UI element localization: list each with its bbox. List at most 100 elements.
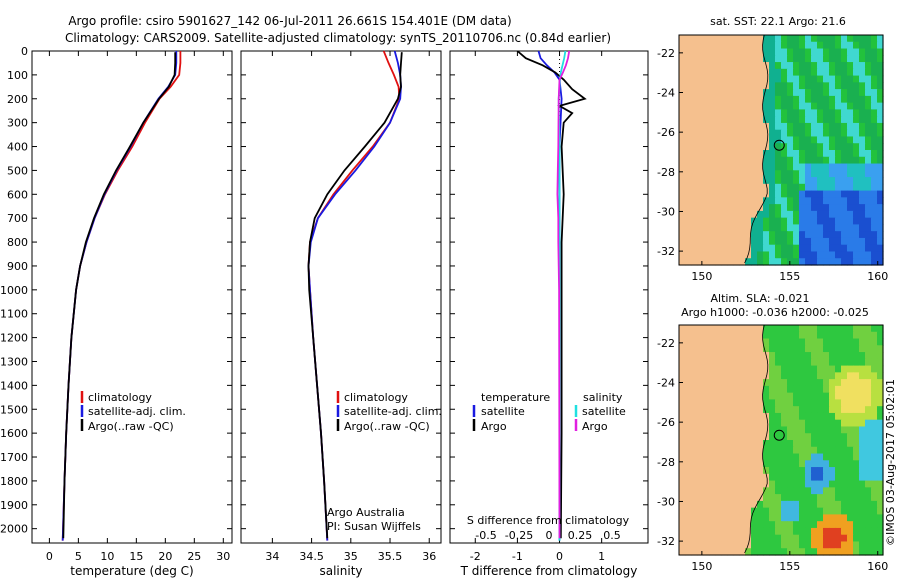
map-cell (703, 190, 710, 198)
map-cell (769, 534, 776, 543)
map-cell (781, 406, 788, 414)
map-cell (793, 62, 800, 70)
map-cell (679, 514, 686, 522)
map-cell (745, 460, 752, 468)
map-cell (679, 35, 686, 43)
map-cell (871, 95, 878, 104)
map-cell (853, 460, 860, 468)
map-cell (733, 433, 740, 441)
map-cell (721, 177, 728, 185)
map-cell (847, 399, 854, 407)
map-cell (835, 534, 842, 543)
map-cell (835, 473, 842, 482)
map-cell (769, 183, 776, 192)
map-cell (811, 500, 818, 509)
map-cell (805, 480, 812, 488)
map-cell (739, 68, 746, 77)
map-cell (799, 217, 806, 226)
y-tick-label: 400 (7, 141, 28, 154)
map-cell (745, 352, 752, 360)
map-cell (787, 338, 794, 346)
map-cell (841, 331, 848, 340)
map-cell (805, 35, 812, 43)
map-cell (799, 331, 806, 340)
map-cell (757, 224, 764, 232)
map-cell (829, 183, 836, 192)
map-cell (775, 163, 782, 171)
map-cell (841, 170, 848, 178)
map-cell (793, 514, 800, 522)
map-cell (739, 150, 746, 158)
y-tick-label: -22 (657, 337, 675, 350)
map-cell (745, 385, 752, 394)
map-cell (817, 331, 824, 340)
map-cell (841, 143, 848, 151)
map-cell (715, 163, 722, 171)
map-cell (859, 210, 866, 219)
map-cell (685, 258, 692, 266)
map-cell (715, 210, 722, 219)
map-cell (763, 338, 770, 346)
map-cell (739, 62, 746, 70)
map-cell (751, 136, 758, 144)
map-cell (805, 521, 812, 529)
map-cell (841, 41, 848, 50)
map-cell (823, 197, 830, 205)
map-cell (877, 258, 884, 266)
map-cell (721, 136, 728, 144)
map-cell (799, 89, 806, 97)
map-cell (769, 473, 776, 482)
map-cell (691, 433, 698, 441)
map-cell (685, 419, 692, 428)
map-cell (835, 95, 842, 104)
map-cell (817, 68, 824, 77)
map-cell (679, 48, 686, 56)
map-cell (709, 352, 716, 360)
map-cell (721, 534, 728, 543)
sst-map-title: sat. SST: 22.1 Argo: 21.6 (710, 15, 846, 28)
map-cell (715, 116, 722, 124)
map-cell (697, 487, 704, 495)
map-cell (733, 190, 740, 198)
map-cell (859, 372, 866, 380)
map-cell (775, 440, 782, 448)
map-cell (775, 338, 782, 346)
map-cell (805, 89, 812, 97)
map-cell (847, 358, 854, 367)
map-cell (751, 345, 758, 353)
map-cell (721, 82, 728, 90)
map-cell (853, 224, 860, 232)
map-cell (823, 102, 830, 111)
map-cell (859, 231, 866, 239)
map-cell (781, 352, 788, 360)
map-cell (781, 392, 788, 401)
map-cell (877, 440, 884, 448)
map-cell (697, 190, 704, 198)
map-cell (793, 487, 800, 495)
map-cell (853, 507, 860, 516)
map-cell (769, 55, 776, 63)
map-cell (751, 109, 758, 117)
map-cell (793, 392, 800, 401)
map-cell (697, 352, 704, 360)
map-cell (709, 89, 716, 97)
map-cell (745, 392, 752, 401)
map-cell (817, 62, 824, 70)
map-cell (763, 399, 770, 407)
map-cell (865, 433, 872, 441)
map-cell (793, 156, 800, 165)
map-cell (709, 331, 716, 340)
map-cell (763, 446, 770, 455)
map-cell (745, 331, 752, 340)
map-cell (745, 338, 752, 346)
y-tick-label: -30 (657, 495, 675, 508)
map-cell (877, 177, 884, 185)
map-cell (679, 109, 686, 117)
map-cell (751, 453, 758, 461)
map-cell (871, 251, 878, 259)
map-cell (709, 163, 716, 171)
map-cell (727, 116, 734, 124)
map-cell (799, 156, 806, 165)
map-cell (745, 190, 752, 198)
map-cell (685, 68, 692, 77)
